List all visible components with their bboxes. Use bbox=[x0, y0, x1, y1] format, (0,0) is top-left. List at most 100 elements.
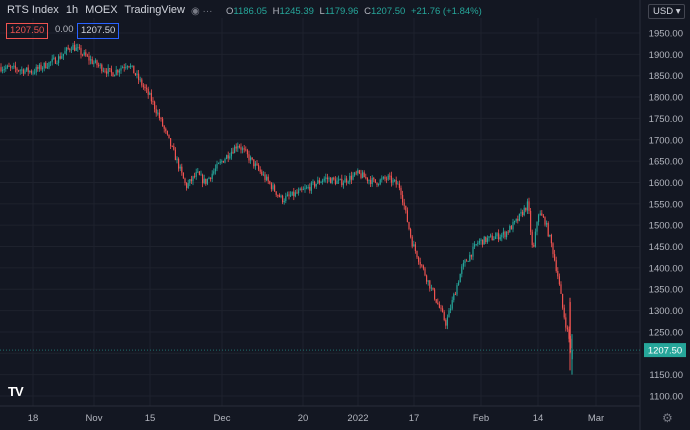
candle-body bbox=[318, 180, 320, 183]
candle-body bbox=[422, 265, 424, 269]
candle-body bbox=[176, 158, 178, 161]
candle-body bbox=[555, 260, 557, 271]
candle-body bbox=[360, 173, 362, 178]
candle-body bbox=[243, 148, 245, 150]
candle-body bbox=[482, 239, 484, 245]
candle-body bbox=[381, 178, 383, 180]
candle-body bbox=[112, 72, 114, 77]
candle-body bbox=[544, 217, 546, 225]
y-tick-label: 1800.00 bbox=[649, 93, 683, 104]
candle-body bbox=[518, 213, 520, 221]
x-tick-label: Mar bbox=[588, 413, 604, 424]
currency-selector[interactable]: USD ▾ bbox=[648, 4, 686, 19]
candle-body bbox=[299, 188, 301, 191]
candle-body bbox=[221, 161, 223, 162]
y-tick-label: 1450.00 bbox=[649, 242, 683, 253]
candle-body bbox=[446, 317, 448, 326]
candle-body bbox=[54, 57, 56, 64]
candle-body bbox=[333, 177, 335, 180]
candle-body bbox=[59, 56, 61, 59]
candle-body bbox=[154, 101, 156, 110]
ask-price[interactable]: 1207.50 bbox=[77, 23, 120, 39]
candle-body bbox=[464, 260, 466, 263]
candle-body bbox=[131, 65, 133, 67]
candle-body bbox=[322, 180, 324, 182]
tradingview-logo: TV bbox=[8, 384, 24, 399]
candle-body bbox=[571, 350, 573, 360]
bid-price[interactable]: 1207.50 bbox=[6, 23, 49, 39]
x-tick-label: 14 bbox=[533, 413, 544, 424]
candle-body bbox=[27, 67, 29, 73]
candle-body bbox=[280, 195, 282, 198]
candle-body bbox=[502, 231, 504, 235]
candle-body bbox=[443, 312, 445, 321]
candle-body bbox=[472, 246, 474, 257]
candle-body bbox=[192, 176, 194, 182]
candle-body bbox=[282, 195, 284, 203]
candle-body bbox=[568, 329, 570, 339]
candle-body bbox=[480, 239, 482, 242]
candle-body bbox=[86, 55, 88, 57]
candle-body bbox=[278, 195, 280, 198]
candle-body bbox=[14, 65, 16, 69]
candle-body bbox=[155, 109, 157, 114]
candle-body bbox=[373, 178, 375, 180]
candle-body bbox=[182, 172, 184, 179]
candle-body bbox=[325, 177, 327, 179]
candle-body bbox=[429, 280, 431, 289]
candle-body bbox=[171, 146, 173, 147]
x-tick-label: 20 bbox=[298, 413, 309, 424]
candle-body bbox=[38, 64, 40, 69]
candle-body bbox=[493, 239, 495, 241]
candle-body bbox=[115, 69, 117, 75]
candle-body bbox=[202, 174, 204, 184]
candle-body bbox=[550, 234, 552, 244]
interval-label[interactable]: 1h bbox=[65, 4, 79, 16]
candle-body bbox=[150, 93, 152, 102]
candle-body bbox=[506, 231, 508, 238]
candle-body bbox=[230, 151, 232, 157]
candle-body bbox=[0, 67, 2, 72]
candle-body bbox=[566, 327, 568, 330]
candle-body bbox=[35, 67, 37, 73]
candle-body bbox=[563, 307, 565, 318]
x-tick-label: 17 bbox=[409, 413, 420, 424]
symbol-header[interactable]: RTS Index 1h MOEX TradingView bbox=[7, 4, 189, 16]
candle-body bbox=[454, 294, 456, 296]
candle-body bbox=[531, 231, 533, 246]
candle-body bbox=[72, 44, 74, 50]
candle-body bbox=[451, 300, 453, 309]
candle-body bbox=[40, 64, 42, 70]
candle-body bbox=[235, 146, 237, 149]
candle-body bbox=[370, 179, 372, 184]
candle-body bbox=[413, 244, 415, 247]
candle-body bbox=[547, 223, 549, 237]
candle-body bbox=[328, 178, 330, 180]
candle-body bbox=[139, 79, 141, 81]
candle-body bbox=[69, 48, 71, 50]
gear-icon[interactable]: ⚙ bbox=[662, 411, 673, 425]
eye-icon[interactable]: ◉ ··· bbox=[191, 6, 213, 17]
candle-body bbox=[450, 308, 452, 311]
candle-body bbox=[354, 172, 356, 176]
candle-body bbox=[510, 225, 512, 230]
candle-body bbox=[46, 67, 48, 69]
candle-body bbox=[6, 65, 8, 68]
candle-body bbox=[534, 231, 536, 247]
candle-body bbox=[554, 254, 556, 261]
candle-body bbox=[477, 242, 479, 245]
candle-body bbox=[432, 287, 434, 290]
y-tick-label: 1350.00 bbox=[649, 285, 683, 296]
candle-body bbox=[445, 320, 447, 326]
candle-body bbox=[416, 250, 418, 258]
candle-body bbox=[469, 254, 471, 262]
candle-body bbox=[53, 57, 55, 59]
candle-body bbox=[307, 186, 309, 188]
candle-body bbox=[256, 163, 258, 166]
candle-body bbox=[234, 146, 236, 154]
candle-body bbox=[341, 178, 343, 186]
symbol-name[interactable]: RTS Index bbox=[7, 4, 59, 16]
candle-body bbox=[267, 176, 269, 182]
candle-body bbox=[29, 70, 31, 73]
